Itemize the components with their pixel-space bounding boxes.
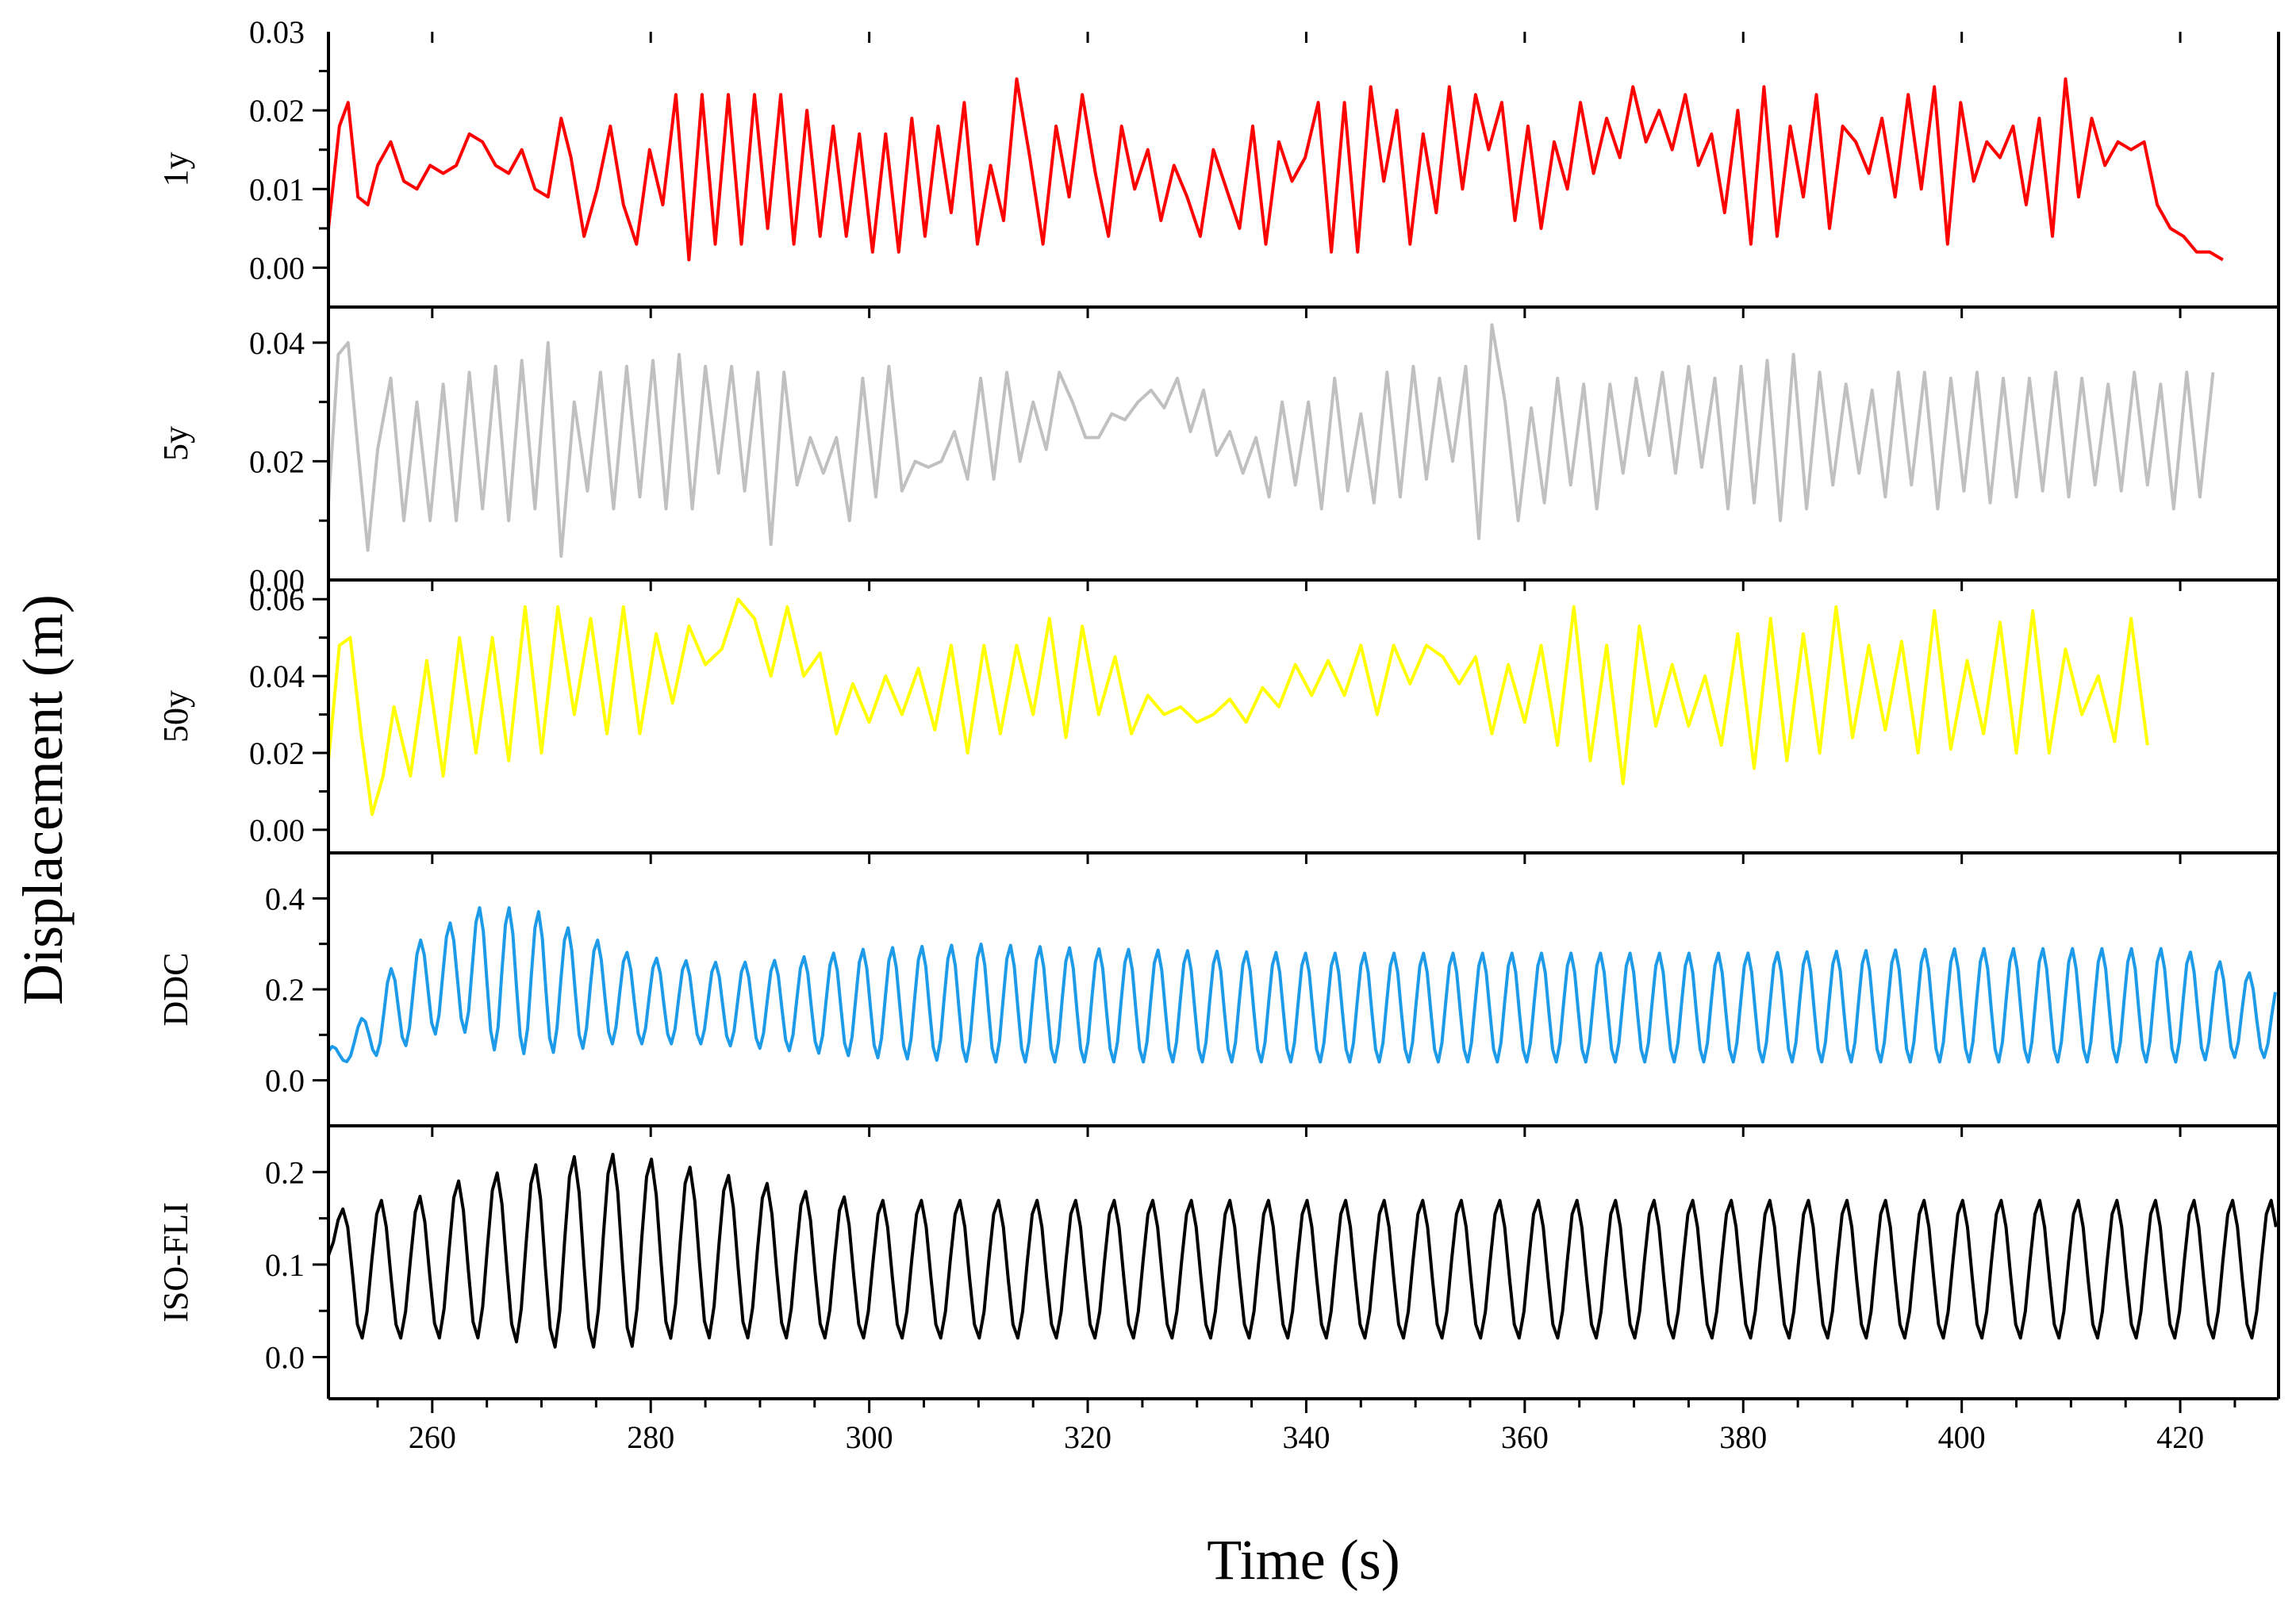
y-tick-label: 0.01 [249,171,305,207]
series-line-5y [328,323,2215,559]
y-tick-label: 0.00 [249,250,305,286]
y-tick-label: 0.2 [265,1154,305,1190]
panel-ylabel-ddc: DDC [156,953,195,1027]
panel-1y: 0.00 0.01 0.02 0.03 1y [156,14,2280,309]
x-axis-title: Time (s) [1207,1528,1399,1592]
y-tick-label: 0.0 [265,1063,305,1099]
panel-ylabel-1y: 1y [156,152,195,187]
series-line-ddc [328,906,2277,1064]
panel-50y: 0.00 0.02 0.04 0.06 50y [156,580,2280,854]
y-tick-label: 0.02 [249,444,305,479]
panel-ylabel-iso-fli: ISO-FLI [156,1202,195,1323]
x-tick-label: 420 [2156,1419,2204,1455]
x-tick-label: 360 [1501,1419,1549,1455]
panel-iso-fli: 0.0 0.1 0.2 ISO-FLI [156,1126,2280,1400]
y-tick-label: 0.1 [265,1247,305,1283]
x-tick-label: 380 [1719,1419,1767,1455]
y-tick-label: 0.03 [249,14,305,50]
y-tick-label: 0.0 [265,1340,305,1376]
y-tick-label: 0.06 [249,582,305,617]
x-tick-label: 280 [627,1419,674,1455]
y-tick-label: 0.00 [249,563,305,598]
y-tick-label: 0.2 [265,972,305,1008]
y-axis-title: Displacement (m) [11,594,75,1005]
panel-ylabel-5y: 5y [156,426,195,461]
x-tick-label: 320 [1064,1419,1112,1455]
y-tick-label: 0.00 [249,812,305,848]
x-tick-label: 300 [846,1419,893,1455]
series-line-50y [328,597,2149,816]
x-tick-label: 340 [1282,1419,1330,1455]
x-tick-label: 400 [1938,1419,1986,1455]
y-tick-label: 0.04 [249,325,305,361]
panel-ylabel-50y: 50y [156,690,195,743]
series-line-iso-fli [328,1153,2278,1349]
panel-ddc: 0.0 0.2 0.4 DDC [156,853,2280,1127]
panels-layer: 0.00 0.01 0.02 0.03 1y 0.00 0.02 0.04 5y 0.00 0.02… [156,14,2280,1400]
series-line-1y [328,77,2224,262]
x-tick-label: 260 [409,1419,456,1455]
panel-5y: 0.00 0.02 0.04 5y [156,307,2280,598]
x-axis: 260 280 300 320 340 360 380 400 420 [376,1399,2236,1455]
y-tick-label: 0.04 [249,659,305,694]
y-tick-label: 0.02 [249,735,305,771]
y-tick-label: 0.4 [265,881,305,916]
y-tick-label: 0.02 [249,93,305,129]
